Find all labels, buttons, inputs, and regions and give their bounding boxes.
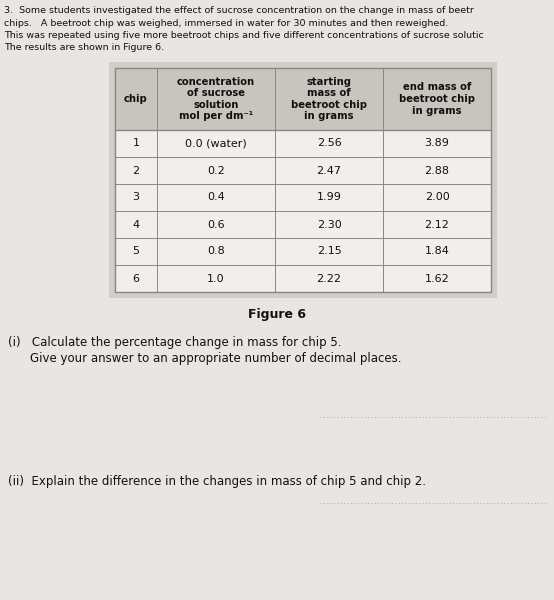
Text: (i)   Calculate the percentage change in mass for chip 5.: (i) Calculate the percentage change in m… xyxy=(8,336,341,349)
Bar xyxy=(115,211,491,238)
Text: This was repeated using five more beetroot chips and five different concentratio: This was repeated using five more beetro… xyxy=(4,31,484,40)
Text: Give your answer to an appropriate number of decimal places.: Give your answer to an appropriate numbe… xyxy=(30,352,402,365)
Text: 2.56: 2.56 xyxy=(317,139,341,148)
Bar xyxy=(109,62,497,298)
Text: chips.   A beetroot chip was weighed, immersed in water for 30 minutes and then : chips. A beetroot chip was weighed, imme… xyxy=(4,19,448,28)
Bar xyxy=(115,68,491,130)
Text: 0.0 (water): 0.0 (water) xyxy=(185,139,247,148)
Text: 0.2: 0.2 xyxy=(207,166,225,175)
Text: concentration
of sucrose
solution
mol per dm⁻¹: concentration of sucrose solution mol pe… xyxy=(177,77,255,121)
Bar xyxy=(115,157,491,184)
Text: 2.30: 2.30 xyxy=(317,220,341,229)
Text: 2.88: 2.88 xyxy=(424,166,449,175)
Text: 1.0: 1.0 xyxy=(207,274,225,283)
Text: 4: 4 xyxy=(132,220,140,229)
Text: 2.15: 2.15 xyxy=(317,247,341,257)
Text: (ii)  Explain the difference in the changes in mass of chip 5 and chip 2.: (ii) Explain the difference in the chang… xyxy=(8,475,426,488)
Text: starting
mass of
beetroot chip
in grams: starting mass of beetroot chip in grams xyxy=(291,77,367,121)
Text: 5: 5 xyxy=(132,247,140,257)
Text: 0.6: 0.6 xyxy=(207,220,225,229)
Text: The results are shown in Figure 6.: The results are shown in Figure 6. xyxy=(4,43,164,52)
Text: 2.47: 2.47 xyxy=(316,166,341,175)
Text: 1.99: 1.99 xyxy=(316,193,341,202)
Text: end mass of
beetroot chip
in grams: end mass of beetroot chip in grams xyxy=(399,82,475,116)
Text: 0.8: 0.8 xyxy=(207,247,225,257)
Text: 3.  Some students investigated the effect of sucrose concentration on the change: 3. Some students investigated the effect… xyxy=(4,6,474,15)
Text: 2.22: 2.22 xyxy=(316,274,341,283)
Bar xyxy=(115,68,491,292)
Bar xyxy=(115,238,491,265)
Text: 0.4: 0.4 xyxy=(207,193,225,202)
Bar xyxy=(115,130,491,157)
Text: 2: 2 xyxy=(132,166,140,175)
Text: chip: chip xyxy=(124,94,148,104)
Text: 2.12: 2.12 xyxy=(424,220,449,229)
Text: 1.84: 1.84 xyxy=(424,247,449,257)
Text: 3: 3 xyxy=(132,193,140,202)
Text: 6: 6 xyxy=(132,274,140,283)
Text: 1: 1 xyxy=(132,139,140,148)
Text: 2.00: 2.00 xyxy=(424,193,449,202)
Bar xyxy=(115,265,491,292)
Text: 3.89: 3.89 xyxy=(424,139,449,148)
Text: 1.62: 1.62 xyxy=(424,274,449,283)
Bar xyxy=(115,184,491,211)
Text: Figure 6: Figure 6 xyxy=(248,308,306,321)
